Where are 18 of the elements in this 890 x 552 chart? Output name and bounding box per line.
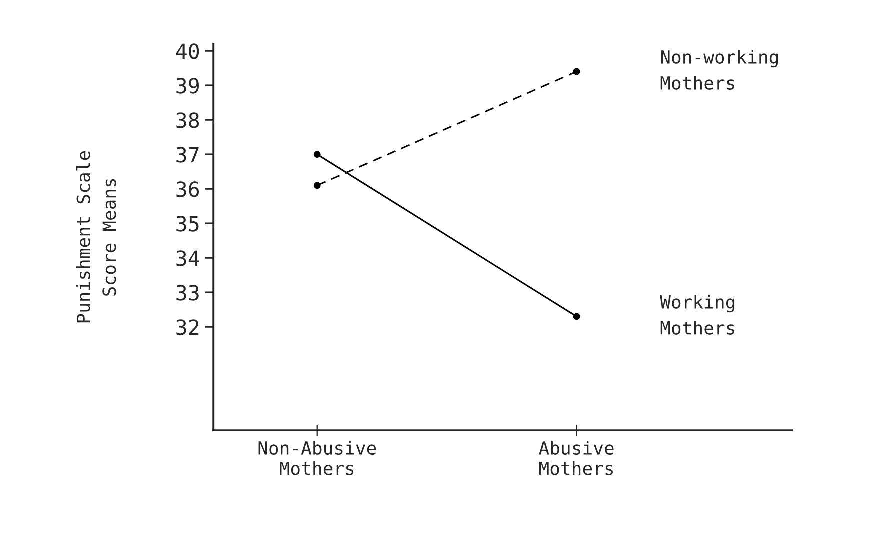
text: Working Mothers (660, 294, 735, 335)
y-tick-label: 38 (176, 112, 200, 128)
x-tick-label: Abusive Mothers (539, 441, 614, 476)
y-tick-label: 33 (176, 285, 199, 301)
y-axis-title: Punishment Scale Score Means (76, 151, 116, 323)
y-tick-label: 32 (176, 320, 199, 336)
y-tick-label: 39 (176, 78, 199, 94)
x-tick-label: Non-Abusive Mothers (258, 441, 376, 476)
text: Non-working Mothers (660, 50, 778, 90)
point (314, 182, 321, 190)
point (573, 68, 580, 76)
y-tick-label: 34 (176, 250, 200, 266)
point (314, 151, 321, 158)
y-tick-label: 36 (176, 182, 200, 198)
y-tick-label: 35 (176, 216, 199, 232)
y-tick-label: 37 (176, 147, 199, 163)
point (573, 313, 580, 320)
y-tick-label: 40 (176, 44, 200, 60)
